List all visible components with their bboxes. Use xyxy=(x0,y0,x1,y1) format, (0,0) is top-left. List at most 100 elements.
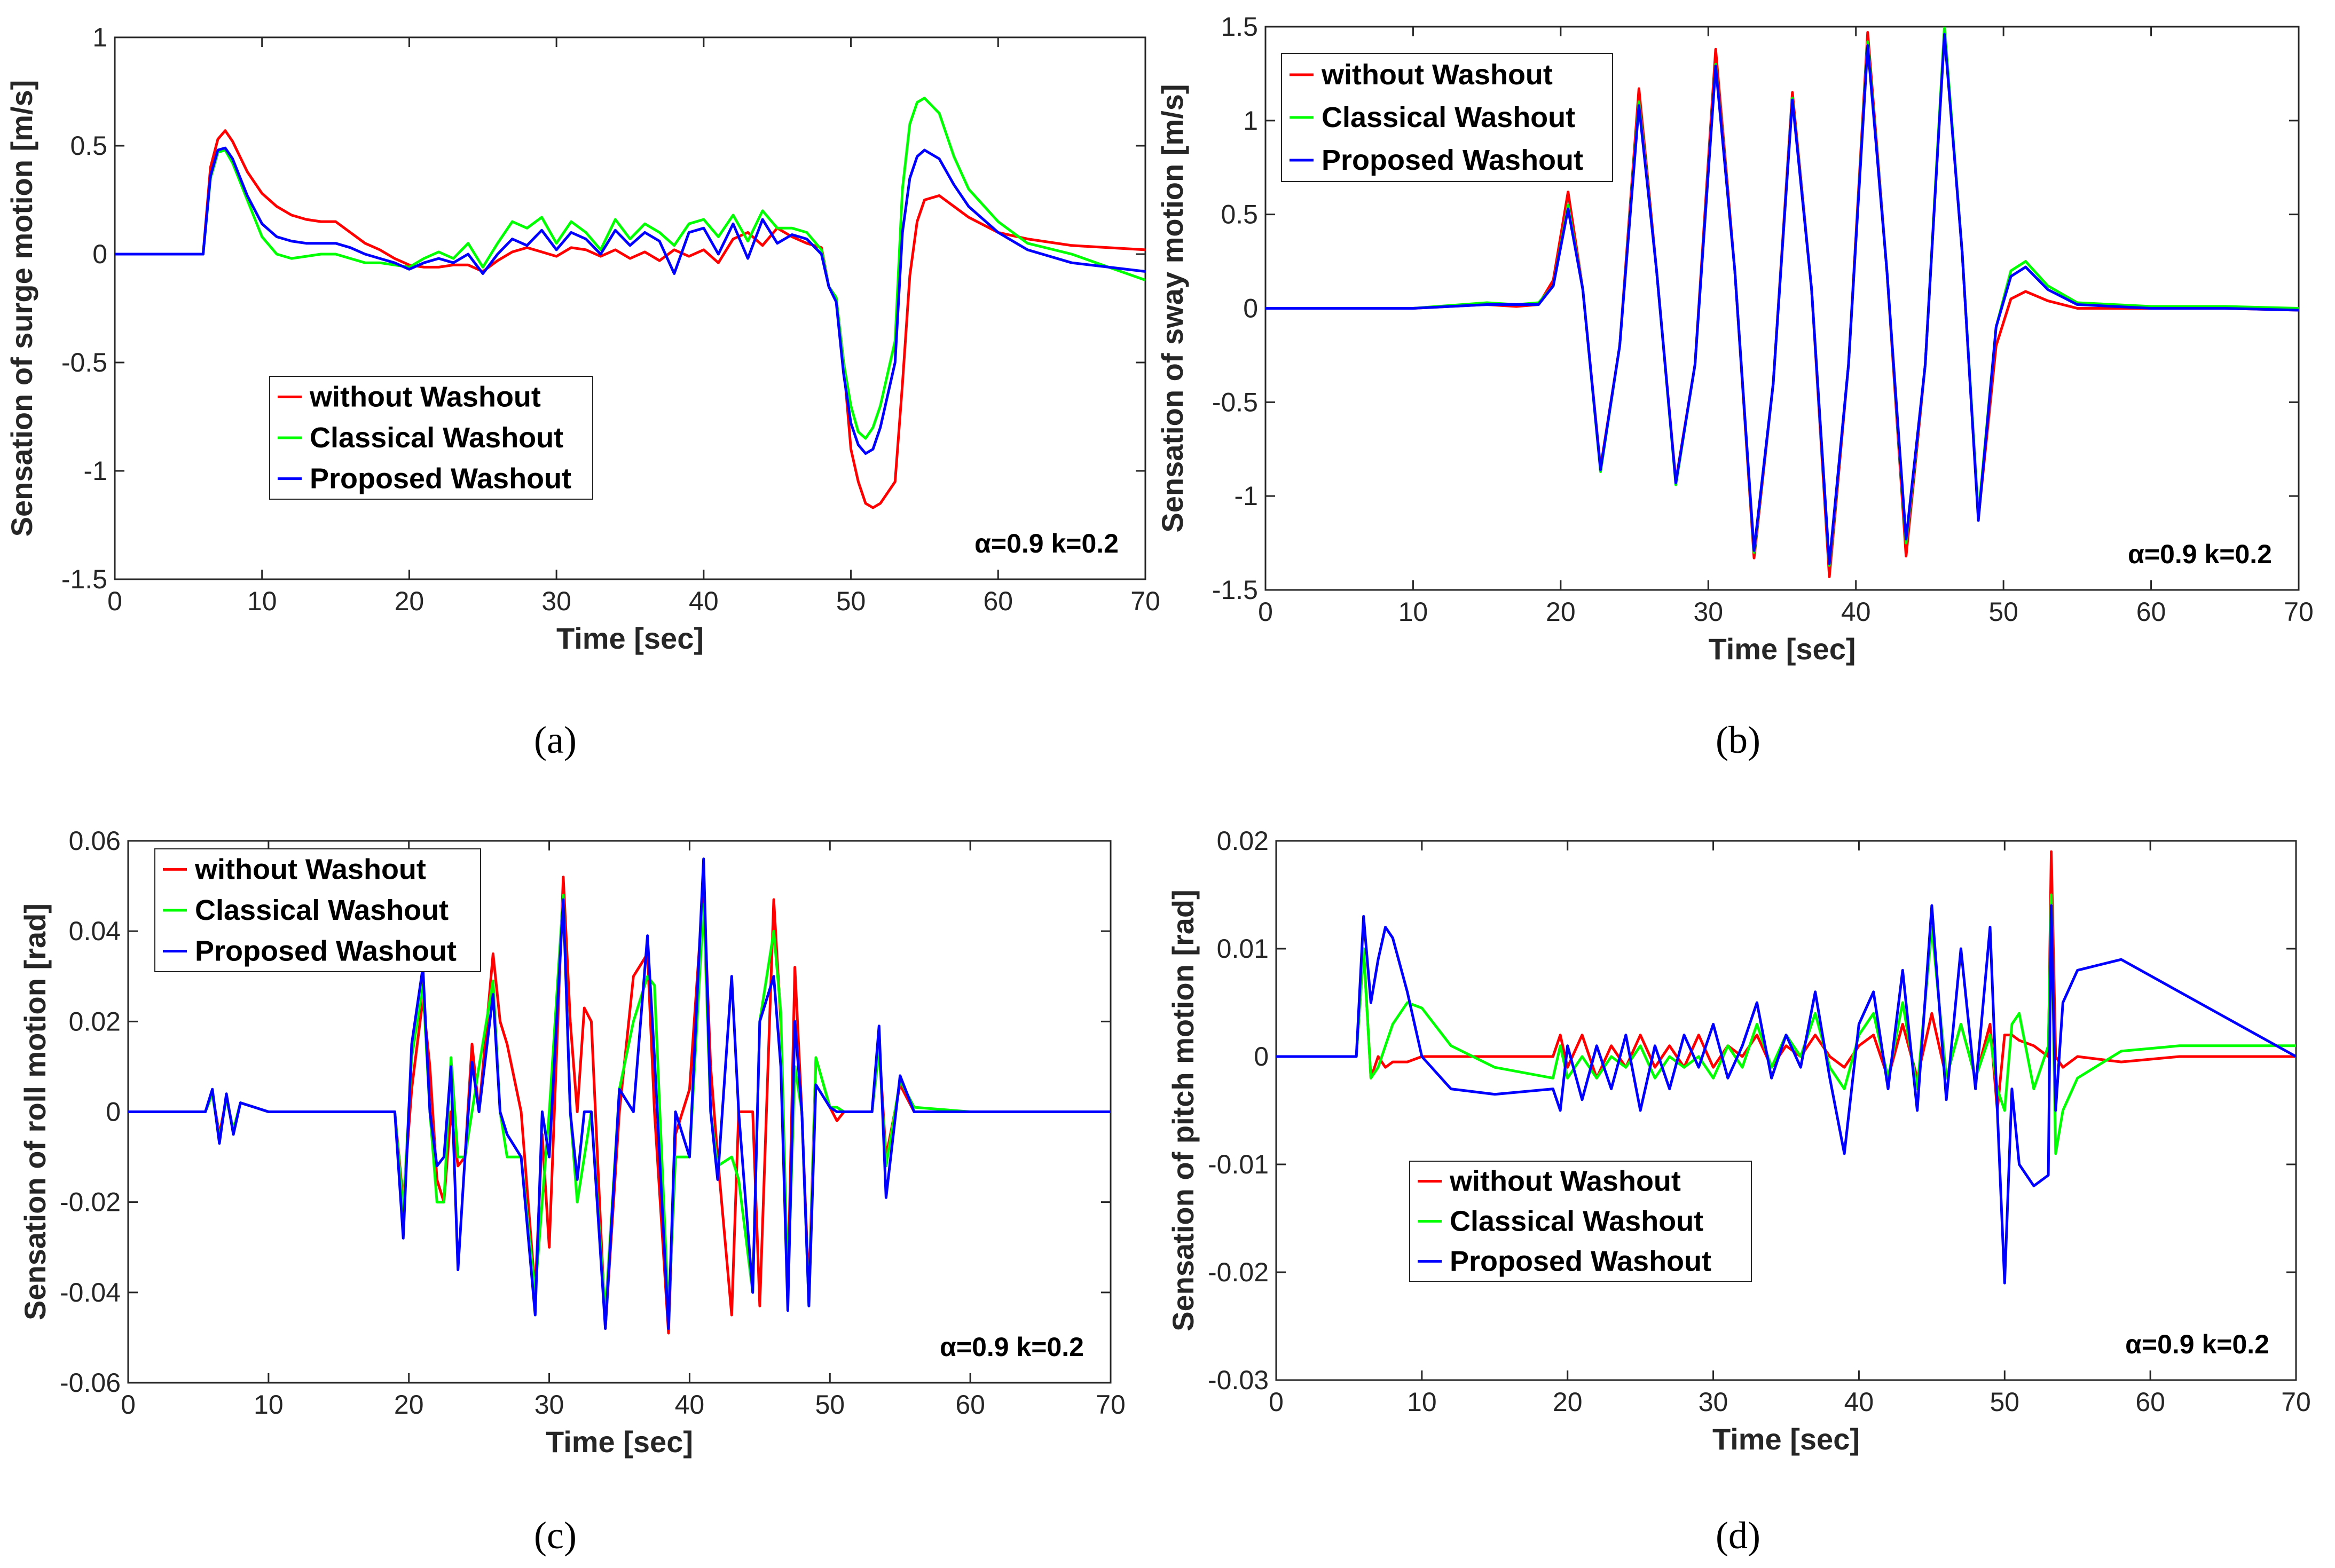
y-tick-label: 1.5 xyxy=(1221,12,1258,42)
y-tick-label: -1 xyxy=(84,456,107,486)
y-tick-label: 0.02 xyxy=(69,1006,121,1036)
y-tick-label: 0 xyxy=(92,239,107,269)
panel-label: (b) xyxy=(1716,719,1760,761)
y-tick-label: 0 xyxy=(1243,294,1258,324)
y-axis-title: Sensation of sway motion [m/s] xyxy=(1155,84,1189,532)
y-tick-label: -0.02 xyxy=(60,1187,121,1217)
x-tick-label: 20 xyxy=(1553,1387,1583,1417)
x-tick-label: 0 xyxy=(121,1390,136,1420)
x-axis-title: Time [sec] xyxy=(1712,1422,1860,1456)
x-tick-label: 0 xyxy=(1258,597,1273,627)
y-tick-label: 0.02 xyxy=(1217,826,1269,856)
y-tick-label: 0 xyxy=(106,1097,121,1127)
legend-box xyxy=(154,848,481,972)
y-tick-label: -1.5 xyxy=(61,564,107,594)
y-tick-label: 0.5 xyxy=(1221,200,1258,230)
legend-box xyxy=(269,376,593,500)
y-axis-title: Sensation of roll motion [rad] xyxy=(18,903,52,1320)
x-tick-label: 0 xyxy=(1269,1387,1284,1417)
series-line-proposed-washout xyxy=(128,857,1111,1330)
y-tick-label: 0.01 xyxy=(1217,934,1269,964)
legend-label: Proposed Washout xyxy=(195,935,457,967)
x-tick-label: 20 xyxy=(394,1390,424,1420)
x-tick-label: 60 xyxy=(983,586,1013,616)
legend-box xyxy=(1409,1161,1752,1282)
y-tick-label: -1.5 xyxy=(1212,575,1258,605)
x-tick-label: 50 xyxy=(1988,597,2018,627)
legend: without Washout Classical Washout Proposed… xyxy=(269,376,593,500)
parameter-annotation: α=0.9 k=0.2 xyxy=(974,529,1119,558)
x-tick-label: 10 xyxy=(1398,597,1428,627)
legend-label: Proposed Washout xyxy=(1450,1246,1711,1278)
plot-area xyxy=(1275,840,2297,1381)
panel-label: (c) xyxy=(534,1514,577,1557)
series-line-proposed-washout xyxy=(1265,33,2299,565)
chart-panel-b: 0 10 20 30 40 50 60 70 -1.5 -1 -0.5 0 0.5 1 1.5 Time [s… xyxy=(1155,12,2314,761)
chart-panel-d: 0 10 20 30 40 50 60 70 -0.03 -0.02 -0.01 0 0.01 0.02 T… xyxy=(1166,826,2311,1557)
legend-label: Classical Washout xyxy=(310,422,563,454)
series-line-without-washout xyxy=(115,129,1145,509)
legend: without Washout Classical Washout Proposed… xyxy=(1281,53,1613,182)
y-tick-label: -0.06 xyxy=(60,1368,121,1398)
x-tick-label: 30 xyxy=(1693,597,1723,627)
legend-label: Classical Washout xyxy=(195,894,449,926)
x-tick-label: 10 xyxy=(247,586,277,616)
y-tick-label: 1 xyxy=(92,22,107,52)
y-tick-label: 0.5 xyxy=(70,131,107,161)
y-tick-label: -0.5 xyxy=(1212,387,1258,417)
chart-panel-c: 0 10 20 30 40 50 60 70 -0.06 -0.04 -0.02 0 0.02 0.04 0… xyxy=(18,826,1126,1557)
x-axis-title: Time [sec] xyxy=(1709,632,1856,666)
series-line-classical-washout xyxy=(1265,27,2299,567)
y-axis-title: Sensation of surge motion [m/s] xyxy=(5,80,38,537)
y-tick-label: -0.03 xyxy=(1208,1365,1269,1395)
x-axis-title: Time [sec] xyxy=(556,621,704,655)
panel-label: (a) xyxy=(534,719,577,761)
y-tick-label: -1 xyxy=(1235,481,1258,511)
legend-label: without Washout xyxy=(194,853,426,885)
legend-label: Proposed Washout xyxy=(310,463,571,495)
x-tick-label: 10 xyxy=(254,1390,284,1420)
x-tick-label: 50 xyxy=(1990,1387,2019,1417)
legend-label: without Washout xyxy=(1321,59,1553,91)
x-tick-label: 50 xyxy=(836,586,866,616)
x-tick-label: 20 xyxy=(395,586,424,616)
x-tick-label: 10 xyxy=(1407,1387,1437,1417)
y-tick-label: 1 xyxy=(1243,106,1258,136)
y-tick-label: 0.06 xyxy=(69,826,121,856)
series-line-proposed-washout xyxy=(115,146,1145,455)
y-tick-label: -0.01 xyxy=(1208,1149,1269,1179)
y-tick-label: 0.04 xyxy=(69,916,121,946)
x-tick-label: 40 xyxy=(675,1390,705,1420)
x-tick-label: 50 xyxy=(815,1390,845,1420)
series-line-without-washout xyxy=(1265,31,2299,578)
x-tick-label: 70 xyxy=(2281,1387,2311,1417)
x-tick-label: 60 xyxy=(2135,1387,2165,1417)
parameter-annotation: α=0.9 k=0.2 xyxy=(2128,539,2272,569)
series-line-proposed-washout xyxy=(1276,904,2296,1285)
series-line-classical-washout xyxy=(1276,893,2296,1155)
y-tick-label: -0.04 xyxy=(60,1278,121,1307)
parameter-annotation: α=0.9 k=0.2 xyxy=(2125,1329,2269,1359)
y-tick-label: -0.02 xyxy=(1208,1257,1269,1287)
x-tick-label: 70 xyxy=(1096,1390,1126,1420)
x-tick-label: 30 xyxy=(541,586,571,616)
x-tick-label: 20 xyxy=(1546,597,1576,627)
y-axis-title: Sensation of pitch motion [rad] xyxy=(1166,889,1200,1331)
chart-panel-a: 0 10 20 30 40 50 60 70 -1.5 -1 -0.5 0 0.5 1 Time [sec]… xyxy=(5,22,1160,761)
x-tick-label: 40 xyxy=(1844,1387,1874,1417)
legend-label: Classical Washout xyxy=(1322,101,1575,133)
x-tick-label: 70 xyxy=(1130,586,1160,616)
legend-label: Proposed Washout xyxy=(1322,144,1583,176)
y-tick-label: -0.5 xyxy=(61,348,107,377)
x-tick-label: 0 xyxy=(107,586,122,616)
legend-label: without Washout xyxy=(1449,1165,1681,1197)
y-tick-label: 0 xyxy=(1254,1042,1269,1071)
x-tick-label: 70 xyxy=(2284,597,2314,627)
parameter-annotation: α=0.9 k=0.2 xyxy=(940,1332,1084,1362)
x-tick-label: 60 xyxy=(955,1390,985,1420)
x-tick-label: 40 xyxy=(1841,597,1871,627)
x-axis-title: Time [sec] xyxy=(546,1425,693,1459)
legend: without Washout Classical Washout Proposed… xyxy=(1409,1161,1752,1282)
legend-box xyxy=(1281,53,1613,182)
